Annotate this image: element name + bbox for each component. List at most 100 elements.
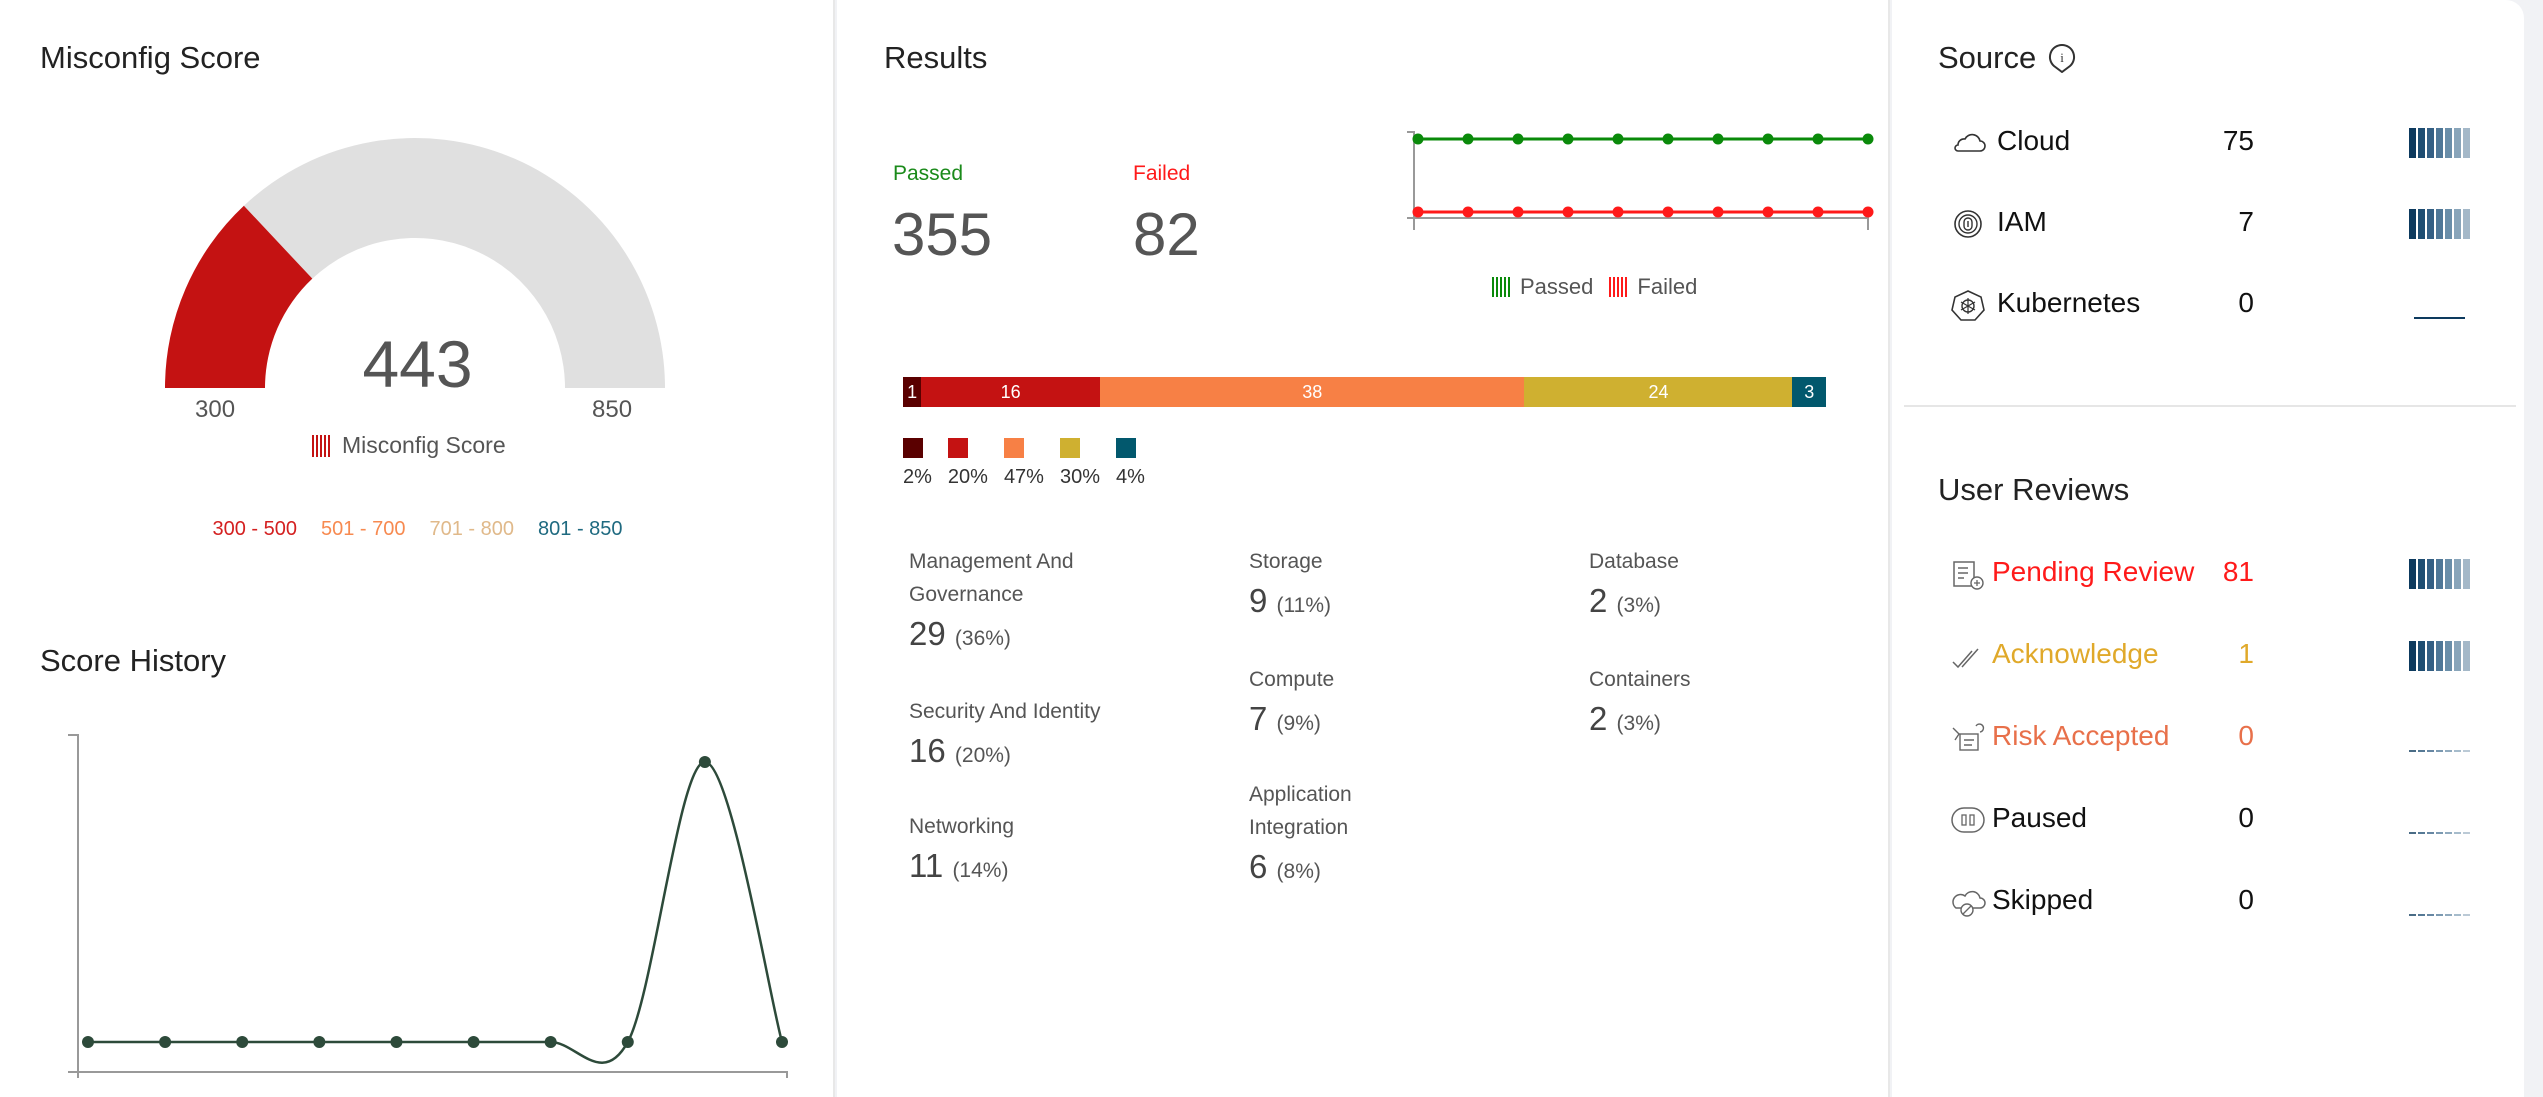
score-history-line [88,760,784,1064]
severity-segment[interactable]: 38 [1100,377,1525,407]
trend-point[interactable] [1612,206,1624,218]
trend-bar [2427,559,2434,589]
row-label: IAM [1997,206,2047,237]
trend-point[interactable] [1412,133,1424,145]
score-history-point[interactable] [544,1036,557,1048]
range-label: 701 - 800 [429,518,515,540]
mini-bar-chart [2409,128,2470,158]
score-history-point[interactable] [390,1036,403,1048]
trend-point[interactable] [1712,206,1724,218]
misconfig-panel: Misconfig Score 443 300 850 Misconfig Sc… [0,0,835,1097]
trend-point[interactable] [1762,206,1774,218]
score-history-point[interactable] [776,1036,788,1048]
results-trend-chart [1407,131,1874,230]
score-history-point[interactable] [313,1036,326,1048]
misconfig-score-title: Misconfig Score [40,40,261,75]
user_reviews-row-skipped[interactable]: Skipped 0 [1892,872,2524,932]
row-value: 0 [2238,720,2254,751]
trend-point[interactable] [1762,133,1774,145]
score-history-point[interactable] [159,1036,172,1048]
severity-segment[interactable]: 16 [921,377,1101,407]
trend-point[interactable] [1812,133,1824,145]
trend-point[interactable] [1562,206,1574,218]
trend-x-axis [1407,217,1869,230]
category-label: Management And Governance [909,550,1074,606]
category-item[interactable]: Application Integration 6 (8%) [1249,778,1399,886]
trend-point[interactable] [1412,206,1424,218]
category-item[interactable]: Management And Governance 29 (36%) [909,545,1169,653]
source-reviews-panel: Source i Cloud 75 IAM 7 Kubernetes 0 Use… [1892,0,2524,1097]
user_reviews-row-risk-accepted[interactable]: Risk Accepted 0 [1892,708,2524,768]
source-header: Source i [1938,40,2076,76]
severity-pct: 47% [1003,466,1044,488]
category-item[interactable]: Networking 11 (14%) [909,810,1169,885]
trend-bar [2436,128,2443,158]
score-history-point[interactable] [698,756,711,768]
trend-point[interactable] [1662,206,1674,218]
trend-bar [2409,128,2416,158]
trend-bar [2445,559,2452,589]
range-label: 801 - 850 [538,518,623,540]
trend-point[interactable] [1662,133,1674,145]
trend-legend: Passed Failed [1492,274,1697,300]
trend-point[interactable] [1612,133,1624,145]
category-label: Application Integration [1249,783,1352,839]
info-icon[interactable]: i [2048,43,2076,73]
severity-legend-item: 20% [947,438,988,489]
category-column: Storage 9 (11%) Compute 7 (9%) Application… [1249,545,1509,885]
trend-point[interactable] [1562,133,1574,145]
results-panel: Results Passed 355 Failed 82 Passed Fail… [837,0,1890,1097]
trend-bar [2454,559,2461,589]
category-item[interactable]: Compute 7 (9%) [1249,663,1509,738]
score-history-point[interactable] [467,1036,480,1048]
source-row-iam[interactable]: IAM 7 [1892,194,2524,254]
gauge-min-label: 300 [195,396,236,423]
misconfig-gauge [165,137,665,388]
user_reviews-row-pending-review[interactable]: Pending Review 81 [1892,544,2524,604]
score-history-point[interactable] [82,1036,94,1048]
category-pct: (9%) [1276,712,1321,735]
trend-point[interactable] [1512,206,1524,218]
double-check-icon [1952,648,1979,669]
row-value: 81 [2222,556,2254,587]
score-history-point[interactable] [621,1036,634,1048]
category-pct: (8%) [1276,860,1321,883]
trend-bar [2418,559,2425,589]
trend-bar [2436,641,2443,671]
score-history-point[interactable] [236,1036,249,1048]
trend-point[interactable] [1812,206,1824,218]
trend-bar [2454,209,2461,239]
category-item[interactable]: Database 2 (3%) [1589,545,1849,620]
gauge-score-value: 443 [362,327,473,401]
row-label: Kubernetes [1997,287,2141,318]
category-item[interactable]: Security And Identity 16 (20%) [909,695,1169,770]
trend-point[interactable] [1462,133,1474,145]
trend-point[interactable] [1712,133,1724,145]
source-row-cloud[interactable]: Cloud 75 [1892,113,2524,173]
trend-bar [2418,641,2425,671]
category-item[interactable]: Containers 2 (3%) [1589,663,1849,738]
legend-swatch-icon [312,434,330,457]
user_reviews-row-paused[interactable]: Paused 0 [1892,790,2524,850]
trend-bar [2427,209,2434,239]
trend-point[interactable] [1462,206,1474,218]
x-axis [68,1071,788,1078]
category-item[interactable]: Storage 9 (11%) [1249,545,1509,620]
severity-swatch [947,438,968,458]
clipboard-add-icon [1953,561,1984,590]
mini-bar-chart [2409,914,2470,916]
trend-point[interactable] [1512,133,1524,145]
trend-point[interactable] [1862,133,1874,145]
severity-swatch [903,438,923,458]
passed-legend-swatch-icon [1492,277,1510,297]
results-title: Results [884,40,988,75]
severity-segment[interactable]: 1 [903,377,922,407]
category-pct: (20%) [954,744,1011,767]
severity-segment[interactable]: 3 [1792,377,1826,407]
severity-segment[interactable]: 24 [1524,377,1793,407]
user-reviews-title: User Reviews [1938,472,2130,507]
row-value: 75 [2222,125,2254,156]
trend-point[interactable] [1862,206,1874,218]
source-row-kubernetes[interactable]: Kubernetes 0 [1892,275,2524,335]
user_reviews-row-acknowledge[interactable]: Acknowledge 1 [1892,626,2524,686]
